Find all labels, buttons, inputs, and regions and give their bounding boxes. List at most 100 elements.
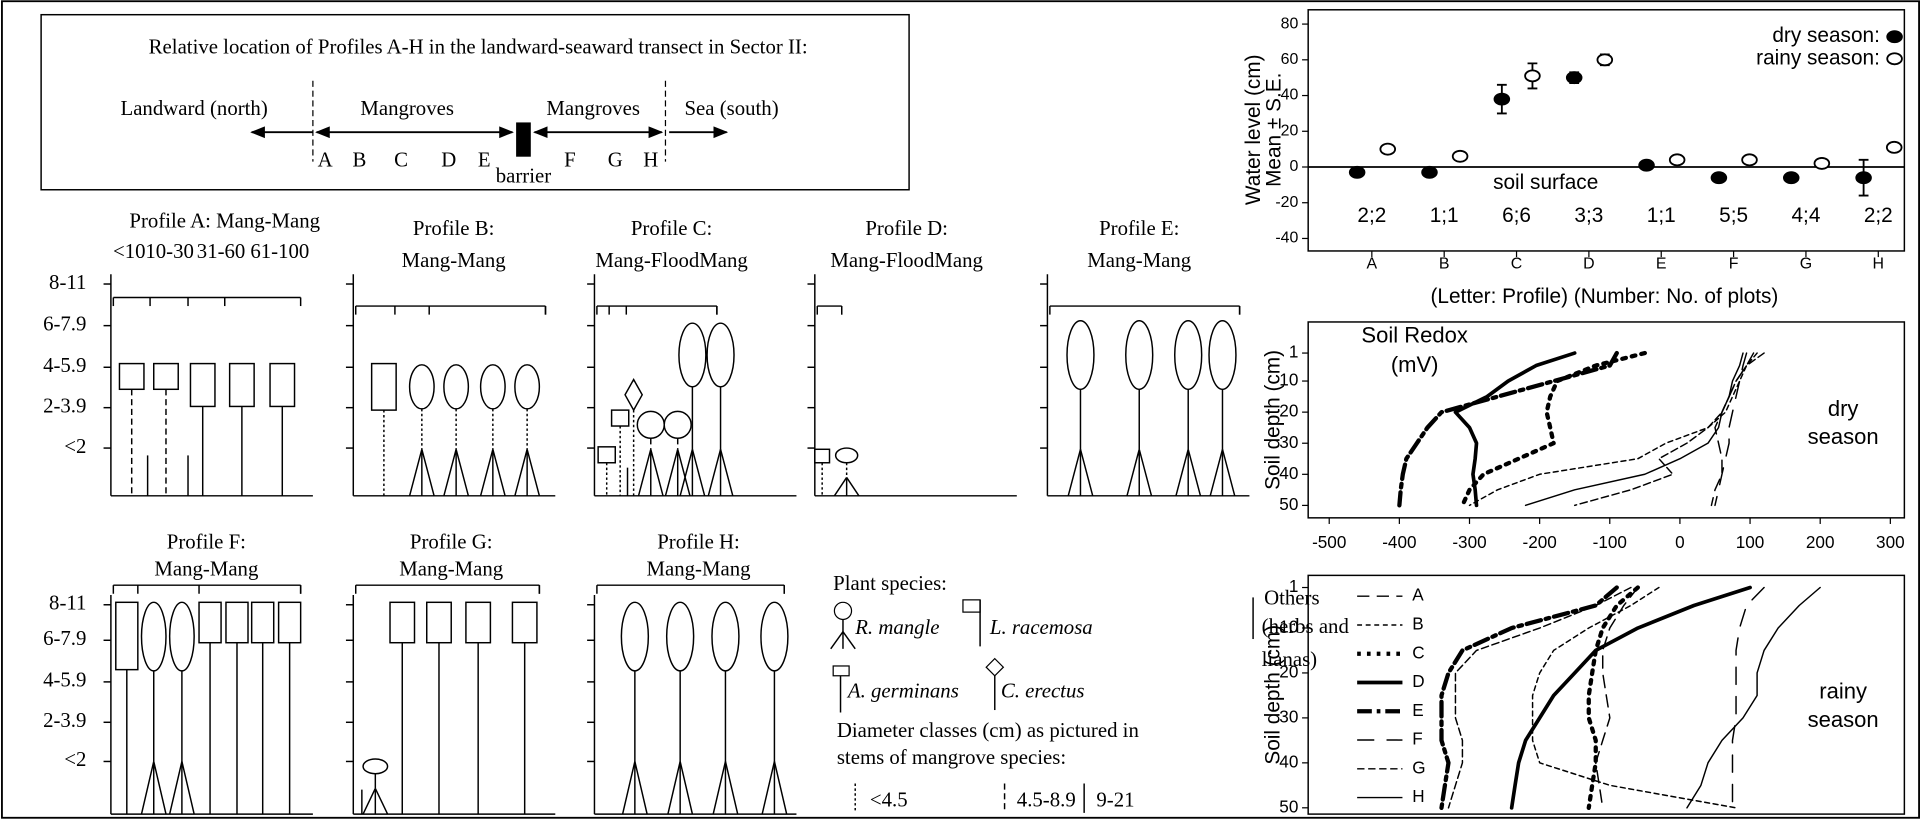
y-tick-label: -40 [1275,230,1298,247]
height-label: 2-3.9 [43,708,86,732]
point [1422,167,1437,178]
crown-racemosa [815,449,830,462]
redox-line [1533,588,1736,808]
crown-mangle [1067,321,1094,390]
root [721,449,733,496]
redox-line [1732,588,1764,808]
legend-species: R. mangle [854,615,939,639]
crown-racemosa [270,364,294,407]
crown-racemosa [154,364,178,390]
legend-diameter-title: Diameter classes (cm) as pictured in [837,718,1140,742]
crown-mangle [712,602,739,671]
y-axis-label: Soil depth (cm) [1261,350,1284,490]
crown-mangle [679,323,706,387]
profile-title: Mang-FloodMang [830,248,983,272]
legend-species: A. germinans [846,679,959,703]
crown-mangle [170,602,194,671]
zone-label: Mangroves [360,96,454,120]
legend-label: A [1412,585,1424,605]
legend-label: B [1412,613,1423,633]
n-label: 5;5 [1719,204,1748,227]
root [843,632,855,649]
root [1080,449,1092,496]
redox-line [1441,588,1616,808]
root [1176,449,1188,496]
root [831,632,843,649]
height-label: 6-7.9 [43,311,86,335]
crown-racemosa [390,602,414,642]
x-tick-label: 0 [1675,532,1685,552]
icon-germinans [833,666,849,676]
legend-diameter-title: stems of mangrove species: [837,745,1066,769]
n-label: 3;3 [1574,204,1603,227]
root [680,449,692,496]
diameter-class: <10 [113,239,146,263]
point [1597,54,1612,65]
point [1856,172,1871,183]
y-axis-label: Soil depth (cm) [1261,625,1284,765]
crown-racemosa [230,364,254,407]
root [774,761,786,814]
diameter-class: 61-100 [250,239,309,263]
root [635,761,647,814]
root [1188,449,1200,496]
root [515,449,527,496]
y-tick-label: 50 [1279,796,1298,816]
season-label: season [1808,707,1879,732]
x-tick-label: -300 [1452,532,1486,552]
barrier-label: barrier [496,163,551,187]
root [713,761,725,814]
x-tick-label: H [1873,256,1885,273]
legend-label: dry season: [1772,24,1880,47]
crown-mangle [707,323,734,387]
zone-label: Sea (south) [684,96,778,120]
x-tick-label: E [1656,256,1667,273]
annotation: (mV) [1391,352,1439,377]
root [1127,449,1139,496]
profile-title: Profile G: [410,529,493,553]
height-label: <2 [64,434,86,458]
crown-racemosa [252,602,274,642]
zone-label: Mangroves [546,96,640,120]
redox-line [1589,588,1638,808]
legend-label: F [1412,729,1422,749]
point [1453,151,1468,162]
crown-racemosa [372,364,396,411]
crown-racemosa [427,602,451,642]
root [725,761,737,814]
y-axis-label: Mean ± S.E. [1263,73,1286,187]
point [1670,154,1685,165]
annotation: soil surface [1493,171,1598,194]
crown-racemosa [466,602,490,642]
icon-erectus [986,659,1003,676]
redox-line [1470,353,1758,505]
root [639,449,651,496]
root [182,761,194,814]
n-label: 6;6 [1502,204,1531,227]
crown-mangle [836,448,858,463]
profile-letter: E [478,147,491,171]
crown-mangle [1175,321,1202,390]
profile-letter: D [441,147,456,171]
legend-diameter-class: 9-21 [1096,788,1134,812]
crown-racemosa [279,602,301,642]
height-label: 2-3.9 [43,393,86,417]
n-label: 1;1 [1430,204,1459,227]
root [142,761,154,814]
crown-mangle [637,411,664,438]
root [834,477,846,495]
x-tick-label: 200 [1806,532,1835,552]
y-tick-label: 1 [1289,342,1299,362]
x-tick-label: 300 [1876,532,1905,552]
n-label: 2;2 [1864,204,1893,227]
x-tick-label: F [1729,256,1739,273]
legend-label: E [1412,700,1423,720]
root [1068,449,1080,496]
diameter-class: 31-60 [197,239,246,263]
legend-label: G [1412,757,1425,777]
point [1380,144,1395,155]
profile-letter: B [352,147,366,171]
crown-mangle [481,365,505,409]
season-label: rainy [1819,679,1867,704]
root [678,449,690,496]
